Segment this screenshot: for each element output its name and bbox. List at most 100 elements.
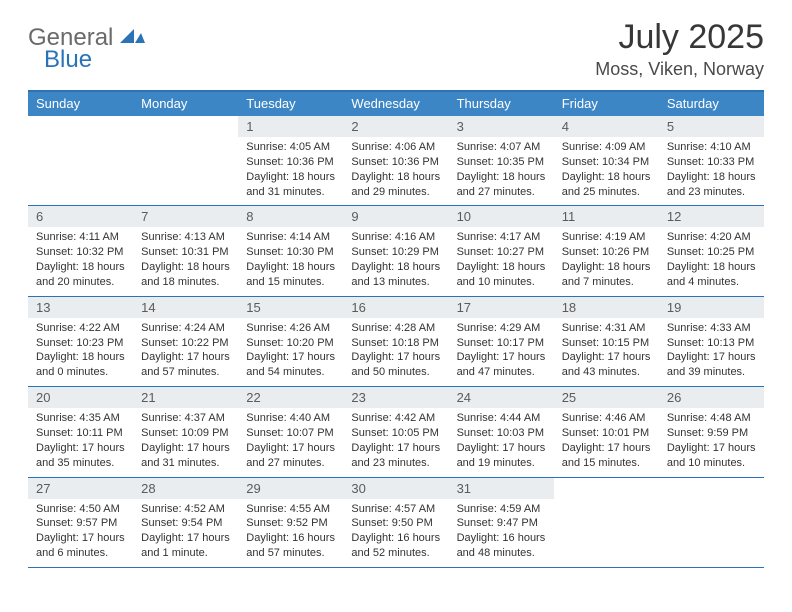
logo-text: General Blue (28, 26, 146, 72)
calendar-day-cell: 1Sunrise: 4:05 AMSunset: 10:36 PMDayligh… (238, 116, 343, 205)
day-number: 31 (449, 478, 554, 499)
day-details: Sunrise: 4:35 AMSunset: 10:11 PMDaylight… (28, 408, 133, 476)
calendar-day-cell: 21Sunrise: 4:37 AMSunset: 10:09 PMDaylig… (133, 387, 238, 476)
calendar-day-cell: 4Sunrise: 4:09 AMSunset: 10:34 PMDayligh… (554, 116, 659, 205)
calendar: SundayMondayTuesdayWednesdayThursdayFrid… (28, 90, 764, 568)
day-number: 25 (554, 387, 659, 408)
logo-mark-icon (120, 27, 146, 45)
header: General Blue July 2025 Moss, Viken, Norw… (28, 18, 764, 80)
calendar-body: 1Sunrise: 4:05 AMSunset: 10:36 PMDayligh… (28, 116, 764, 568)
day-of-week-label: Sunday (28, 92, 133, 116)
calendar-day-cell: 18Sunrise: 4:31 AMSunset: 10:15 PMDaylig… (554, 297, 659, 386)
day-of-week-label: Monday (133, 92, 238, 116)
calendar-day-cell: 31Sunrise: 4:59 AMSunset: 9:47 PMDayligh… (449, 478, 554, 567)
day-number: 18 (554, 297, 659, 318)
day-number (659, 478, 764, 499)
day-number: 29 (238, 478, 343, 499)
day-details: Sunrise: 4:40 AMSunset: 10:07 PMDaylight… (238, 408, 343, 476)
day-number: 15 (238, 297, 343, 318)
day-number: 5 (659, 116, 764, 137)
day-number (28, 116, 133, 137)
calendar-day-cell: 6Sunrise: 4:11 AMSunset: 10:32 PMDayligh… (28, 206, 133, 295)
day-details: Sunrise: 4:16 AMSunset: 10:29 PMDaylight… (343, 227, 448, 295)
calendar-day-cell: 3Sunrise: 4:07 AMSunset: 10:35 PMDayligh… (449, 116, 554, 205)
day-number: 3 (449, 116, 554, 137)
day-details: Sunrise: 4:10 AMSunset: 10:33 PMDaylight… (659, 137, 764, 205)
day-of-week-label: Saturday (659, 92, 764, 116)
day-number (554, 478, 659, 499)
calendar-week-row: 20Sunrise: 4:35 AMSunset: 10:11 PMDaylig… (28, 387, 764, 477)
calendar-week-row: 27Sunrise: 4:50 AMSunset: 9:57 PMDayligh… (28, 478, 764, 568)
day-number: 21 (133, 387, 238, 408)
day-details: Sunrise: 4:14 AMSunset: 10:30 PMDaylight… (238, 227, 343, 295)
calendar-week-row: 1Sunrise: 4:05 AMSunset: 10:36 PMDayligh… (28, 116, 764, 206)
day-number: 11 (554, 206, 659, 227)
calendar-day-cell (554, 478, 659, 567)
calendar-day-cell: 26Sunrise: 4:48 AMSunset: 9:59 PMDayligh… (659, 387, 764, 476)
day-number: 23 (343, 387, 448, 408)
day-number: 16 (343, 297, 448, 318)
day-number (133, 116, 238, 137)
calendar-day-cell: 30Sunrise: 4:57 AMSunset: 9:50 PMDayligh… (343, 478, 448, 567)
day-details: Sunrise: 4:11 AMSunset: 10:32 PMDaylight… (28, 227, 133, 295)
day-number: 7 (133, 206, 238, 227)
day-number: 22 (238, 387, 343, 408)
day-number: 12 (659, 206, 764, 227)
day-details: Sunrise: 4:06 AMSunset: 10:36 PMDaylight… (343, 137, 448, 205)
calendar-day-cell: 23Sunrise: 4:42 AMSunset: 10:05 PMDaylig… (343, 387, 448, 476)
day-details: Sunrise: 4:42 AMSunset: 10:05 PMDaylight… (343, 408, 448, 476)
day-details: Sunrise: 4:28 AMSunset: 10:18 PMDaylight… (343, 318, 448, 386)
calendar-day-cell: 20Sunrise: 4:35 AMSunset: 10:11 PMDaylig… (28, 387, 133, 476)
calendar-day-cell: 9Sunrise: 4:16 AMSunset: 10:29 PMDayligh… (343, 206, 448, 295)
day-number: 6 (28, 206, 133, 227)
calendar-week-row: 13Sunrise: 4:22 AMSunset: 10:23 PMDaylig… (28, 297, 764, 387)
calendar-day-cell: 27Sunrise: 4:50 AMSunset: 9:57 PMDayligh… (28, 478, 133, 567)
day-details: Sunrise: 4:48 AMSunset: 9:59 PMDaylight:… (659, 408, 764, 476)
day-number: 8 (238, 206, 343, 227)
calendar-day-cell: 10Sunrise: 4:17 AMSunset: 10:27 PMDaylig… (449, 206, 554, 295)
day-number: 1 (238, 116, 343, 137)
day-number: 27 (28, 478, 133, 499)
calendar-day-cell: 7Sunrise: 4:13 AMSunset: 10:31 PMDayligh… (133, 206, 238, 295)
day-details: Sunrise: 4:31 AMSunset: 10:15 PMDaylight… (554, 318, 659, 386)
day-number: 9 (343, 206, 448, 227)
calendar-day-cell (133, 116, 238, 205)
day-details: Sunrise: 4:20 AMSunset: 10:25 PMDaylight… (659, 227, 764, 295)
calendar-day-cell: 28Sunrise: 4:52 AMSunset: 9:54 PMDayligh… (133, 478, 238, 567)
day-number: 28 (133, 478, 238, 499)
day-details: Sunrise: 4:09 AMSunset: 10:34 PMDaylight… (554, 137, 659, 205)
day-details: Sunrise: 4:44 AMSunset: 10:03 PMDaylight… (449, 408, 554, 476)
day-details: Sunrise: 4:05 AMSunset: 10:36 PMDaylight… (238, 137, 343, 205)
calendar-day-cell: 5Sunrise: 4:10 AMSunset: 10:33 PMDayligh… (659, 116, 764, 205)
day-number: 19 (659, 297, 764, 318)
day-number: 26 (659, 387, 764, 408)
calendar-day-cell: 19Sunrise: 4:33 AMSunset: 10:13 PMDaylig… (659, 297, 764, 386)
day-details: Sunrise: 4:37 AMSunset: 10:09 PMDaylight… (133, 408, 238, 476)
day-number: 20 (28, 387, 133, 408)
day-details: Sunrise: 4:46 AMSunset: 10:01 PMDaylight… (554, 408, 659, 476)
calendar-day-cell: 24Sunrise: 4:44 AMSunset: 10:03 PMDaylig… (449, 387, 554, 476)
calendar-week-row: 6Sunrise: 4:11 AMSunset: 10:32 PMDayligh… (28, 206, 764, 296)
day-number: 13 (28, 297, 133, 318)
day-number: 14 (133, 297, 238, 318)
day-details: Sunrise: 4:59 AMSunset: 9:47 PMDaylight:… (449, 499, 554, 567)
day-details: Sunrise: 4:52 AMSunset: 9:54 PMDaylight:… (133, 499, 238, 567)
day-number: 2 (343, 116, 448, 137)
calendar-day-cell: 25Sunrise: 4:46 AMSunset: 10:01 PMDaylig… (554, 387, 659, 476)
calendar-day-cell: 15Sunrise: 4:26 AMSunset: 10:20 PMDaylig… (238, 297, 343, 386)
day-of-week-header: SundayMondayTuesdayWednesdayThursdayFrid… (28, 92, 764, 116)
day-details: Sunrise: 4:50 AMSunset: 9:57 PMDaylight:… (28, 499, 133, 567)
day-details: Sunrise: 4:33 AMSunset: 10:13 PMDaylight… (659, 318, 764, 386)
calendar-day-cell: 13Sunrise: 4:22 AMSunset: 10:23 PMDaylig… (28, 297, 133, 386)
day-number: 17 (449, 297, 554, 318)
day-details: Sunrise: 4:29 AMSunset: 10:17 PMDaylight… (449, 318, 554, 386)
day-details: Sunrise: 4:26 AMSunset: 10:20 PMDaylight… (238, 318, 343, 386)
calendar-day-cell: 8Sunrise: 4:14 AMSunset: 10:30 PMDayligh… (238, 206, 343, 295)
day-number: 4 (554, 116, 659, 137)
calendar-day-cell: 11Sunrise: 4:19 AMSunset: 10:26 PMDaylig… (554, 206, 659, 295)
calendar-day-cell: 16Sunrise: 4:28 AMSunset: 10:18 PMDaylig… (343, 297, 448, 386)
day-details: Sunrise: 4:22 AMSunset: 10:23 PMDaylight… (28, 318, 133, 386)
day-number: 30 (343, 478, 448, 499)
day-number: 24 (449, 387, 554, 408)
day-of-week-label: Wednesday (343, 92, 448, 116)
